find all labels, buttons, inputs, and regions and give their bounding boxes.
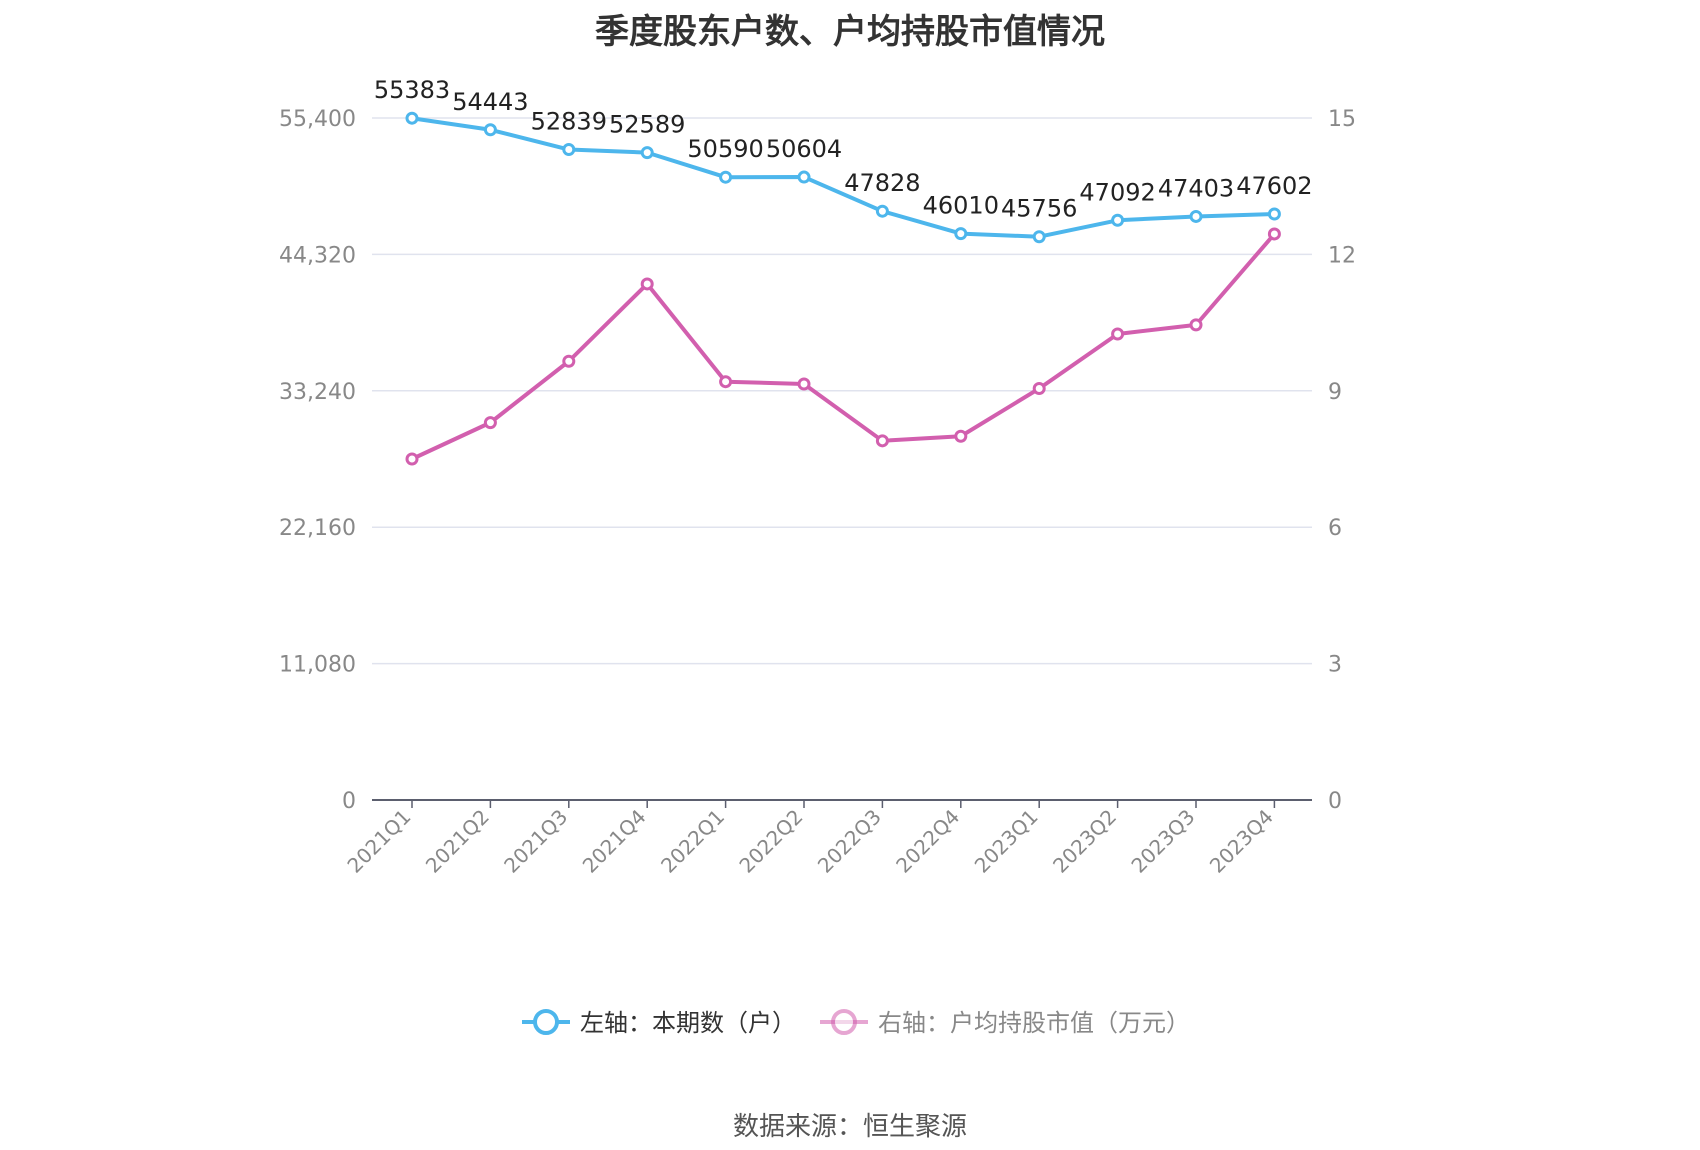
left-series-point xyxy=(483,123,497,137)
legend-marker-left xyxy=(533,1009,559,1035)
left-tick-label: 11,080 xyxy=(279,653,356,678)
right-tick-label: 6 xyxy=(1328,516,1342,541)
right-series-point xyxy=(1111,327,1125,341)
legend-label-right: 右轴：户均持股市值（万元） xyxy=(878,1009,1190,1037)
right-series-point xyxy=(1267,227,1281,241)
left-series-point xyxy=(797,170,811,184)
x-tick-label: 2022Q1 xyxy=(656,805,729,878)
left-series-line xyxy=(411,116,1275,239)
left-series-point xyxy=(640,146,654,160)
legend: 左轴：本期数（户） 右轴：户均持股市值（万元） xyxy=(522,1009,1190,1037)
x-tick-label: 2021Q2 xyxy=(421,805,494,878)
data-label: 54443 xyxy=(452,88,528,116)
right-tick-label: 12 xyxy=(1328,243,1356,268)
x-tick-label: 2021Q3 xyxy=(499,805,572,878)
left-series-point xyxy=(719,170,733,184)
series-right xyxy=(405,227,1281,466)
left-series-point xyxy=(954,227,968,241)
right-series-point xyxy=(954,429,968,443)
left-tick-label: 55,400 xyxy=(279,107,356,132)
x-axis-ticks: 2021Q1 2021Q2 2021Q3 2021Q4 2022Q1 2022Q2 2022… xyxy=(342,800,1278,878)
data-label: 55383 xyxy=(374,76,450,104)
right-series-point xyxy=(640,277,654,291)
data-label: 46010 xyxy=(923,192,999,220)
x-tick-label: 2023Q1 xyxy=(970,805,1043,878)
series-left xyxy=(405,111,1281,244)
right-series-point xyxy=(562,354,576,368)
left-tick-label: 22,160 xyxy=(279,516,356,541)
right-tick-label: 9 xyxy=(1328,380,1342,405)
right-series-point xyxy=(1032,382,1046,396)
right-series-point xyxy=(405,452,419,466)
left-series-point xyxy=(562,143,576,157)
legend-label-left: 左轴：本期数（户） xyxy=(580,1009,796,1037)
right-series-point xyxy=(797,377,811,391)
left-series-point xyxy=(1032,230,1046,244)
x-tick-label: 2023Q2 xyxy=(1048,805,1121,878)
right-series-line xyxy=(411,232,1276,461)
data-source: 数据来源：恒生聚源 xyxy=(732,1112,967,1142)
data-label: 47092 xyxy=(1079,178,1155,206)
right-series-point xyxy=(1189,318,1203,332)
data-label: 50590 xyxy=(687,135,763,163)
x-tick-label: 2021Q1 xyxy=(342,805,415,878)
right-series-point xyxy=(719,375,733,389)
right-series-point xyxy=(483,416,497,430)
left-tick-label: 44,320 xyxy=(279,243,356,268)
right-tick-label: 0 xyxy=(1328,789,1342,814)
left-series-point xyxy=(1111,213,1125,227)
left-series-point xyxy=(405,111,419,125)
x-tick-label: 2023Q4 xyxy=(1205,805,1278,878)
data-label: 47602 xyxy=(1236,172,1312,200)
left-series-point xyxy=(1267,207,1281,221)
x-tick-label: 2023Q3 xyxy=(1126,805,1199,878)
data-label: 47403 xyxy=(1158,174,1234,202)
left-series-point xyxy=(1189,209,1203,223)
data-label: 47828 xyxy=(844,169,920,197)
data-label: 52839 xyxy=(531,108,607,136)
x-tick-label: 2021Q4 xyxy=(578,805,651,878)
chart-title: 季度股东户数、户均持股市值情况 xyxy=(595,12,1105,52)
left-tick-label: 0 xyxy=(342,789,356,814)
right-series-point xyxy=(875,434,889,448)
left-axis-ticks: 0 11,080 22,160 33,240 44,320 55,400 xyxy=(279,107,356,814)
right-tick-label: 3 xyxy=(1328,653,1342,678)
data-label: 45756 xyxy=(1001,195,1077,223)
data-label: 50604 xyxy=(766,135,842,163)
legend-marker-right xyxy=(831,1009,857,1035)
data-label: 52589 xyxy=(609,111,685,139)
x-tick-label: 2022Q2 xyxy=(734,805,807,878)
x-tick-label: 2022Q3 xyxy=(813,805,886,878)
right-tick-label: 15 xyxy=(1328,107,1356,132)
x-tick-label: 2022Q4 xyxy=(891,805,964,878)
left-tick-label: 33,240 xyxy=(279,380,356,405)
right-axis-ticks: 0 3 6 9 12 15 xyxy=(1328,107,1356,814)
left-series-point xyxy=(875,204,889,218)
